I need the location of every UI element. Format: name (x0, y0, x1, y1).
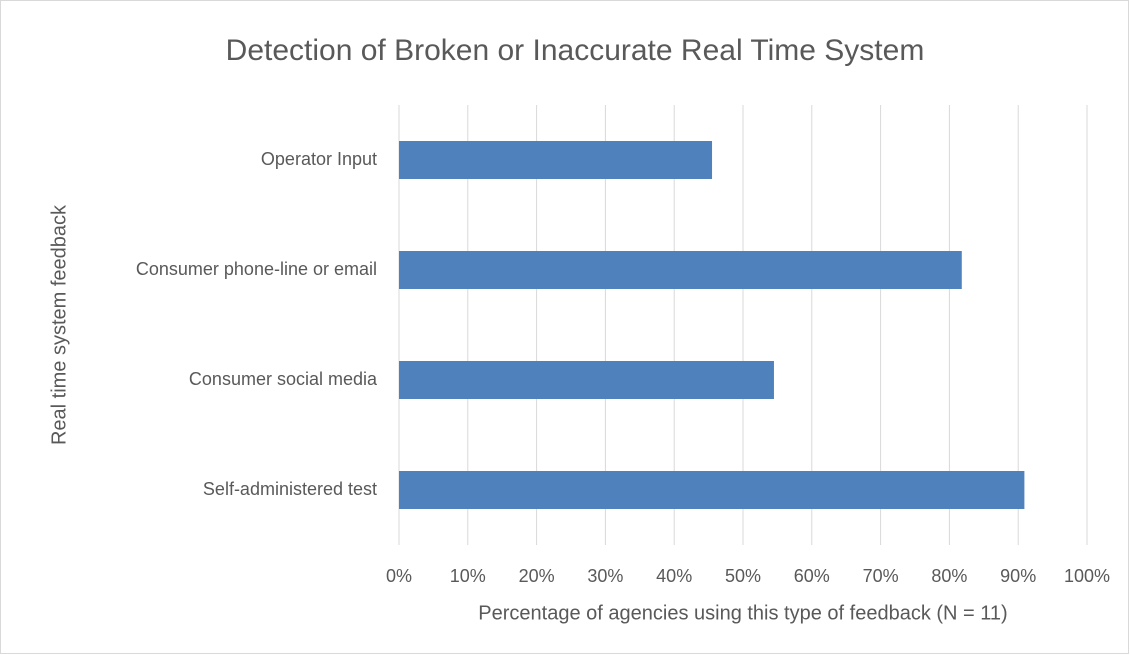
x-tick-label: 20% (519, 566, 555, 586)
x-axis-label: Percentage of agencies using this type o… (478, 602, 1007, 624)
x-tick-label: 10% (450, 566, 486, 586)
x-tick-label: 70% (863, 566, 899, 586)
x-tick-label: 40% (656, 566, 692, 586)
chart-title: Detection of Broken or Inaccurate Real T… (226, 34, 925, 67)
x-tick-label: 100% (1064, 566, 1110, 586)
y-tick-label: Consumer social media (189, 369, 378, 389)
x-tick-label: 90% (1000, 566, 1036, 586)
y-tick-label: Operator Input (261, 149, 377, 169)
y-axis-label: Real time system feedback (48, 204, 70, 445)
x-tick-label: 0% (386, 566, 412, 586)
x-tick-label: 60% (794, 566, 830, 586)
bar (399, 251, 962, 289)
x-tick-label: 50% (725, 566, 761, 586)
x-tick-label: 80% (931, 566, 967, 586)
bar (399, 141, 713, 179)
y-tick-label: Self-administered test (203, 479, 377, 499)
bar (399, 361, 774, 399)
bar (399, 471, 1025, 509)
x-tick-label: 30% (587, 566, 623, 586)
y-tick-label: Consumer phone-line or email (136, 259, 377, 279)
